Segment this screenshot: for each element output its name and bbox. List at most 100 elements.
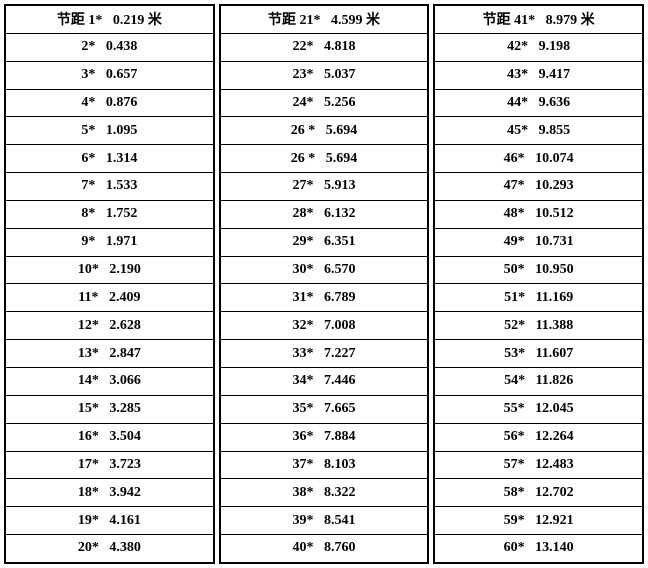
row-num: 30*: [293, 262, 314, 278]
row-num: 27*: [293, 178, 314, 194]
row-value: 13.140: [535, 540, 574, 556]
table-row: 38* 8.322: [221, 479, 428, 507]
row-value: 7.446: [324, 373, 356, 389]
table-row: 40* 8.760: [221, 535, 428, 562]
row-value: 1.095: [106, 123, 138, 139]
table-row: 33* 7.227: [221, 340, 428, 368]
spacer: [99, 485, 110, 501]
row-value: 10.731: [535, 234, 574, 250]
table-row: 8* 1.752: [6, 201, 213, 229]
row-value: 10.293: [535, 178, 574, 194]
table-row: 19* 4.161: [6, 507, 213, 535]
spacer: [314, 485, 325, 501]
table-row: 39* 8.541: [221, 507, 428, 535]
table-row: 9* 1.971: [6, 229, 213, 257]
table-row: 45* 9.855: [435, 117, 642, 145]
spacer: [525, 178, 536, 194]
row-value: 9.417: [539, 67, 571, 83]
row-num: 3*: [81, 67, 95, 83]
row-value: 1.314: [106, 151, 138, 167]
row-value: 5.037: [324, 67, 356, 83]
spacer: [95, 178, 106, 194]
row-value: 7.884: [324, 429, 356, 445]
table-row: 53* 11.607: [435, 340, 642, 368]
spacer: [314, 234, 325, 250]
table-row: 29* 6.351: [221, 229, 428, 257]
row-value: 2.409: [109, 290, 141, 306]
table-row: 27* 5.913: [221, 173, 428, 201]
table-row: 12* 2.628: [6, 312, 213, 340]
row-value: 10.074: [535, 151, 574, 167]
spacer: [525, 206, 536, 222]
spacer: [528, 39, 539, 55]
row-num: 28*: [293, 206, 314, 222]
row-num: 39*: [293, 513, 314, 529]
row-num: 14*: [78, 373, 99, 389]
header-label: 节距 41* 8.979 米: [483, 9, 595, 29]
spacer: [525, 290, 536, 306]
row-value: 5.694: [326, 123, 358, 139]
row-num: 47*: [504, 178, 525, 194]
spacer: [314, 95, 325, 111]
row-num: 13*: [78, 346, 99, 362]
table-row: 52* 11.388: [435, 312, 642, 340]
row-value: 5.913: [324, 178, 356, 194]
table-row: 22* 4.818: [221, 34, 428, 62]
spacer: [314, 346, 325, 362]
row-num: 18*: [78, 485, 99, 501]
row-num: 29*: [293, 234, 314, 250]
row-value: 12.921: [535, 513, 574, 529]
table-row: 23* 5.037: [221, 62, 428, 90]
row-num: 48*: [504, 206, 525, 222]
row-num: 8*: [81, 206, 95, 222]
row-value: 11.607: [536, 346, 574, 362]
table-row: 2* 0.438: [6, 34, 213, 62]
row-value: 9.636: [539, 95, 571, 111]
column-1: 节距 1* 0.219 米2* 0.4383* 0.6574* 0.8765* …: [4, 4, 215, 564]
row-value: 12.702: [535, 485, 574, 501]
row-num: 55*: [504, 401, 525, 417]
row-value: 4.161: [109, 513, 141, 529]
row-value: 3.066: [109, 373, 141, 389]
row-value: 11.826: [536, 373, 574, 389]
spacer: [95, 206, 106, 222]
column-2: 节距 21* 4.599 米22* 4.81823* 5.03724* 5.25…: [219, 4, 430, 564]
spacer: [528, 67, 539, 83]
row-num: 26 *: [291, 123, 316, 139]
spacer: [525, 262, 536, 278]
table-row: 59* 12.921: [435, 507, 642, 535]
row-value: 4.380: [109, 540, 141, 556]
spacer: [315, 151, 326, 167]
spacer: [314, 178, 325, 194]
row-value: 11.388: [536, 318, 574, 334]
row-num: 11*: [78, 290, 98, 306]
row-num: 16*: [78, 429, 99, 445]
table-row: 26 * 5.694: [221, 117, 428, 145]
spacer: [314, 39, 325, 55]
spacer: [314, 429, 325, 445]
row-num: 7*: [81, 178, 95, 194]
row-num: 5*: [81, 123, 95, 139]
row-num: 31*: [293, 290, 314, 306]
table-row: 11* 2.409: [6, 284, 213, 312]
row-num: 43*: [507, 67, 528, 83]
row-value: 1.971: [106, 234, 138, 250]
table-row: 14* 3.066: [6, 368, 213, 396]
table-row: 6* 1.314: [6, 145, 213, 173]
spacer: [95, 234, 106, 250]
table-row: 58* 12.702: [435, 479, 642, 507]
row-num: 6*: [81, 151, 95, 167]
row-num: 19*: [78, 513, 99, 529]
header-cell: 节距 1* 0.219 米: [6, 6, 213, 34]
row-value: 1.752: [106, 206, 138, 222]
table-row: 55* 12.045: [435, 396, 642, 424]
table-row: 18* 3.942: [6, 479, 213, 507]
row-num: 26 *: [291, 151, 316, 167]
row-value: 7.008: [324, 318, 356, 334]
spacer: [99, 429, 110, 445]
row-num: 36*: [293, 429, 314, 445]
spacer: [525, 373, 536, 389]
table-row: 28* 6.132: [221, 201, 428, 229]
spacer: [99, 540, 110, 556]
row-value: 11.169: [536, 290, 574, 306]
